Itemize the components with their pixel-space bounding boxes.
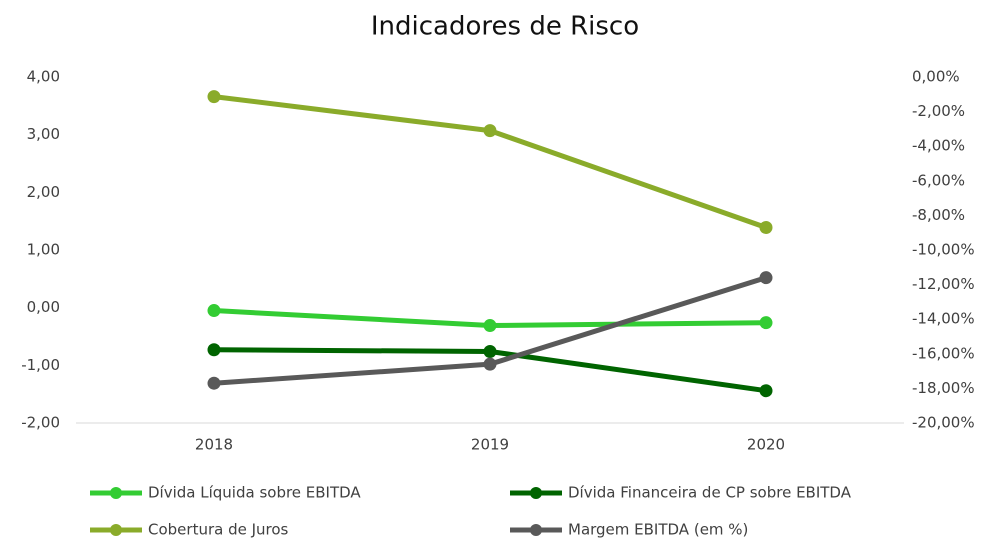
y2-tick-label: -6,00% [912,171,965,189]
y2-tick-label: -18,00% [912,379,975,397]
y2-tick-label: -20,00% [912,414,975,432]
data-point [207,90,221,104]
data-point [207,304,221,318]
y-tick-label: -1,00 [21,356,60,374]
series-line [213,94,767,230]
y-tick-label: 0,00 [27,298,60,316]
y2-tick-label: -2,00% [912,102,965,120]
y2-tick-label: -14,00% [912,310,975,328]
y-tick-label: 4,00 [27,68,60,86]
legend-label: Dívida Líquida sobre EBITDA [148,484,361,502]
data-point [759,271,773,285]
legend-marker [530,524,542,536]
y2-tick-label: -4,00% [912,137,965,155]
legend-marker [110,487,122,499]
x-tick-label: 2020 [747,436,785,454]
data-point [483,357,497,371]
x-tick-label: 2019 [471,436,509,454]
legend-marker [530,487,542,499]
data-point [483,319,497,333]
y-tick-label: 1,00 [27,241,60,259]
data-point [483,124,497,138]
legend-label: Cobertura de Juros [148,521,289,539]
y2-tick-label: -10,00% [912,241,975,259]
y-tick-label: -2,00 [21,414,60,432]
y2-tick-label: 0,00% [912,68,960,86]
y-tick-label: 3,00 [27,125,60,143]
data-point [759,316,773,330]
legend-label: Margem EBITDA (em %) [568,521,748,539]
data-point [483,344,497,358]
legend-marker [110,524,122,536]
data-point [759,221,773,235]
y2-tick-label: -16,00% [912,344,975,362]
data-point [207,343,221,357]
data-point [207,376,221,390]
y-tick-label: 2,00 [27,183,60,201]
chart-title: Indicadores de Risco [371,12,639,42]
data-point [759,384,773,398]
legend-label: Dívida Financeira de CP sobre EBITDA [568,484,852,502]
y2-tick-label: -12,00% [912,275,975,293]
x-tick-label: 2018 [195,436,233,454]
y2-tick-label: -8,00% [912,206,965,224]
